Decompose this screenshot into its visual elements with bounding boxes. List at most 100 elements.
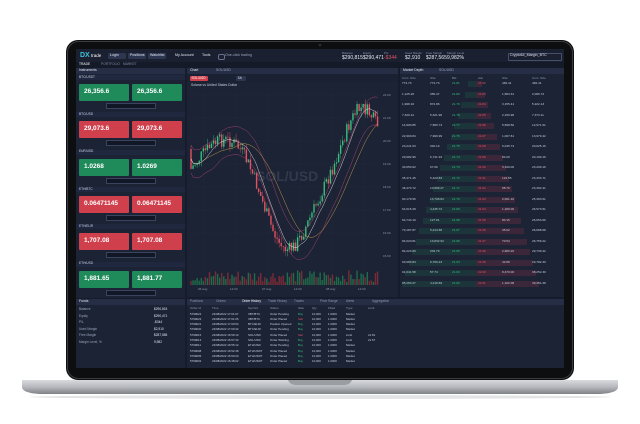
depth-cell: 3,155.41 <box>502 102 515 106</box>
qty-box[interactable] <box>106 252 156 259</box>
sell-price[interactable]: 26,356.6 <box>84 88 110 95</box>
volume-bar <box>278 276 280 285</box>
volume-bar <box>346 281 348 285</box>
header-button-label[interactable]: Positions <box>130 53 145 58</box>
header-button-label[interactable]: Login <box>110 53 119 58</box>
toolbar-symbol[interactable]: SOL/USD <box>191 76 206 81</box>
buy-box[interactable] <box>132 270 182 288</box>
tab[interactable]: TRADE <box>79 62 91 67</box>
volume-bar <box>204 277 207 285</box>
orders-tab[interactable]: Alerts <box>346 299 355 304</box>
toggle[interactable] <box>218 53 225 60</box>
buy-box[interactable] <box>132 233 182 251</box>
account-box[interactable] <box>508 53 562 61</box>
symbol-box[interactable] <box>190 76 208 81</box>
header-button[interactable] <box>108 53 126 59</box>
volume-bar <box>286 272 289 285</box>
qty-box[interactable] <box>106 177 156 184</box>
toolbar-interval[interactable]: 1h <box>238 76 242 81</box>
orders-tab[interactable]: Trades <box>294 299 304 304</box>
header-button-label[interactable]: Watchlist <box>150 53 165 58</box>
qty-box[interactable] <box>106 214 156 221</box>
depth-symbol[interactable]: SOL/USD <box>439 68 454 73</box>
depth-column: Cum. Size <box>532 75 546 80</box>
sell-price[interactable]: 1,881.65 <box>84 274 110 282</box>
tab[interactable]: MARKET <box>123 62 137 67</box>
orders-cell: Market <box>346 343 355 348</box>
header-button[interactable] <box>128 53 146 59</box>
orders-tab[interactable]: Order History <box>242 299 261 304</box>
sell-price[interactable]: 1,707.08 <box>84 237 110 245</box>
orders-cell: 24/08/2022 16:59:10 <box>212 332 239 337</box>
volume-bar <box>243 276 245 285</box>
volume-bar <box>270 276 272 285</box>
candle-body <box>298 235 301 238</box>
sell-box[interactable] <box>79 195 129 213</box>
orders-cell: Position Opened <box>270 322 292 327</box>
sell-box[interactable] <box>79 84 129 101</box>
orders-tab[interactable]: Trade History <box>268 299 288 304</box>
tab[interactable]: PORTFOLIO <box>101 62 120 67</box>
orders-cell: 5799015 <box>190 332 202 337</box>
sell-price[interactable]: 29,073.6 <box>84 125 110 133</box>
candle-body <box>342 140 344 146</box>
buy-price[interactable]: 1,707.08 <box>137 237 163 245</box>
buy-box[interactable] <box>132 195 182 213</box>
sell-box[interactable] <box>79 233 129 251</box>
qty-box[interactable] <box>106 289 156 296</box>
instrument-row-header <box>76 186 185 192</box>
depth-cell: 21.81 <box>452 81 460 85</box>
candle-body <box>194 164 196 166</box>
header-button[interactable] <box>148 53 166 59</box>
interval-box[interactable] <box>236 76 246 81</box>
volume-bar <box>194 280 196 285</box>
orders-cell: 5799008 <box>190 348 202 353</box>
qty-box[interactable] <box>106 103 156 109</box>
orders-cell: Order Placed <box>270 353 288 358</box>
account-menu[interactable]: My Account <box>175 53 194 58</box>
orders-tab[interactable]: Positions <box>190 299 203 304</box>
candle-body <box>212 140 215 144</box>
sell-price[interactable]: 1.0268 <box>84 162 104 170</box>
tools-menu[interactable]: Tools <box>202 53 211 58</box>
candle-body <box>210 143 213 149</box>
ask-depth-bar <box>476 207 518 213</box>
depth-cell: 13,708.84 <box>430 196 444 201</box>
ask-depth-bar <box>476 81 482 87</box>
orders-cell: 10,000 <box>312 316 321 321</box>
orders-tab[interactable]: Aggregation <box>372 299 390 304</box>
account-id[interactable]: Crypto64_Margin_BTC <box>510 53 547 58</box>
sell-box[interactable] <box>79 158 129 176</box>
orders-cell: Buy <box>298 338 303 342</box>
sell-box[interactable] <box>79 121 129 139</box>
buy-price[interactable]: 0.06471145 <box>137 199 171 207</box>
price-chart[interactable] <box>189 89 381 285</box>
sell-box[interactable] <box>79 270 129 288</box>
volume-bar <box>294 280 297 285</box>
buy-price[interactable]: 29,073.6 <box>137 125 163 133</box>
buy-box[interactable] <box>132 84 182 101</box>
buy-price[interactable]: 1,881.77 <box>137 274 163 282</box>
candle-body <box>223 139 225 147</box>
chart-symbol-tab[interactable]: SOL/USD <box>216 68 231 73</box>
buy-price[interactable]: 26,356.6 <box>137 88 163 95</box>
instrument-symbol: BTC/USDT <box>79 74 95 79</box>
buy-box[interactable] <box>132 158 182 176</box>
depth-cell: 202.79 <box>430 249 440 253</box>
depth-cell: 39,354.38 <box>532 280 546 285</box>
depth-cell: 21.67 <box>452 228 460 232</box>
depth-cell: 6,741.93 <box>430 154 443 159</box>
orders-tab[interactable]: Price Range <box>320 299 338 304</box>
qty-box[interactable] <box>106 140 156 147</box>
orders-tab[interactable]: Orders <box>216 299 226 304</box>
depth-cell: 774.73 <box>430 81 440 85</box>
buy-box[interactable] <box>132 121 182 139</box>
buy-price[interactable]: 1.0269 <box>137 162 157 170</box>
volume-bar <box>364 277 366 285</box>
top-bar <box>76 49 564 62</box>
orders-cell: 1.0000 <box>328 359 337 364</box>
instrument-row-header <box>76 112 185 118</box>
ask-depth-bar <box>476 133 497 140</box>
sell-price[interactable]: 0.06471145 <box>84 199 118 207</box>
depth-column: Ask <box>478 75 484 80</box>
